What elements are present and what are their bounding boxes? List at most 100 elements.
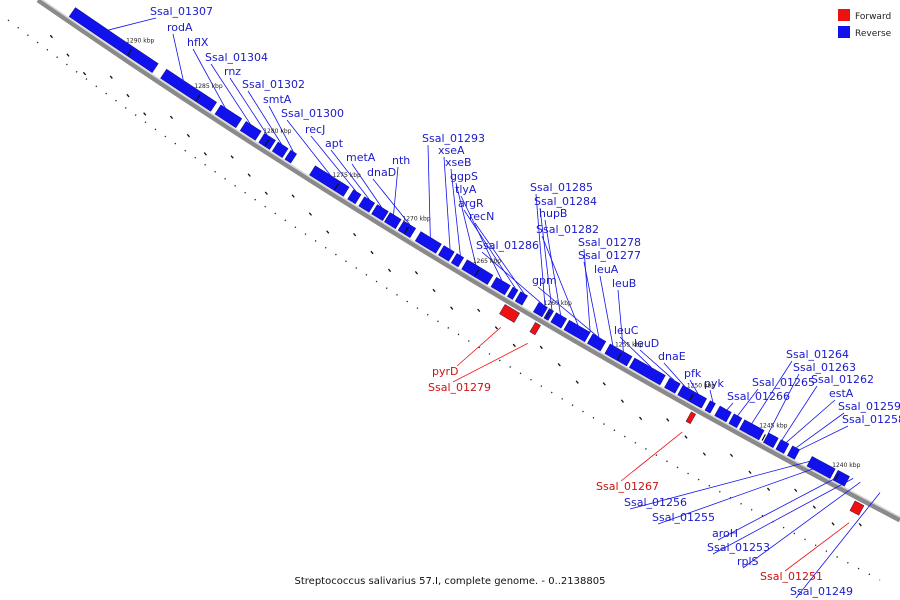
reverse-gene-block <box>160 68 217 112</box>
reverse-gene-block <box>450 253 465 268</box>
gene-label: Ssal_01249 <box>790 585 853 598</box>
gene-label: xseB <box>445 156 472 169</box>
gene-leader-line <box>717 473 845 541</box>
gene-leader-line <box>737 388 759 417</box>
gene-leader-line <box>657 463 827 525</box>
reverse-gene-block <box>438 245 455 262</box>
gene-label: Ssal_01253 <box>707 541 770 554</box>
track-mark <box>230 155 234 159</box>
gene-leader-line <box>268 105 294 152</box>
gene-leader-line <box>712 478 854 555</box>
gene-label: Ssal_01256 <box>624 496 687 509</box>
legend-forward-swatch <box>838 9 850 21</box>
tick-label: 1280 kbp <box>263 128 291 135</box>
gene-leader-line <box>583 248 591 333</box>
genome-backbone <box>36 0 900 523</box>
track-mark <box>308 212 313 216</box>
tick-label: 1255 kbp <box>615 342 643 349</box>
gene-label: Ssal_01267 <box>596 480 659 493</box>
track-mark <box>666 418 670 422</box>
gene-label: aroH <box>712 527 738 540</box>
tick-mark <box>195 94 201 101</box>
gene-leader-line <box>629 458 818 510</box>
gene-label: pyrD <box>432 365 459 378</box>
gene-leader-line <box>108 17 157 31</box>
gene-label: Ssal_01259 <box>838 400 900 413</box>
gene-leader-line <box>619 336 652 368</box>
gene-label: Ssal_01286 <box>476 239 539 252</box>
gene-leader-line <box>229 77 268 136</box>
tick-mark <box>127 49 133 56</box>
gene-leader-line <box>310 135 357 192</box>
reverse-gene-block <box>563 319 591 343</box>
gene-leader-line <box>247 90 282 145</box>
gene-label: ggpS <box>450 170 478 183</box>
gene-leader-line <box>351 163 382 208</box>
gene-label: leuC <box>614 324 639 337</box>
tick-label: 1240 kbp <box>832 462 860 469</box>
gene-label: leuA <box>594 263 619 276</box>
tick-label: 1285 kbp <box>194 83 222 90</box>
track-mark <box>831 522 835 526</box>
reverse-gene-block <box>271 141 289 158</box>
tick-mark <box>545 311 551 319</box>
gene-leader-line <box>620 431 683 482</box>
gene-labels: Ssal_01307rodAhflXSsal_01304rnzSsal_0130… <box>150 5 900 598</box>
reverse-gene-block <box>739 419 765 441</box>
gene-label: recJ <box>305 123 325 136</box>
track-mark <box>432 288 436 293</box>
gene-leader-line <box>172 33 184 81</box>
gene-label: Ssal_01293 <box>422 132 485 145</box>
tick-label: 1265 kbp <box>473 258 501 265</box>
gene-leader-line <box>768 373 800 433</box>
reverse-gene-block <box>384 212 402 230</box>
track-mark <box>264 191 268 195</box>
gene-leader-line <box>799 425 849 451</box>
gene-leader-line <box>192 48 226 108</box>
gene-leader-line <box>786 399 836 443</box>
tick-label: 1260 kbp <box>544 300 572 307</box>
gene-label: hflX <box>187 36 209 49</box>
tick-mark <box>264 139 270 146</box>
tick-mark <box>334 183 339 190</box>
gene-leader-line <box>455 182 477 265</box>
tick-mark <box>834 473 839 481</box>
gene-leader-line <box>427 144 431 238</box>
reverse-gene-block <box>358 196 376 213</box>
reverse-gene-block <box>68 7 159 73</box>
track-mark <box>684 435 688 439</box>
gene-leader-line <box>795 492 881 599</box>
gene-label: dnaD <box>367 166 396 179</box>
gene-leader-line <box>751 360 793 424</box>
outer-marks <box>49 34 862 527</box>
reverse-gene-block <box>763 432 779 449</box>
reverse-gene-block <box>775 439 790 454</box>
gene-leader-line <box>463 209 516 289</box>
gene-label: pyk <box>704 377 724 390</box>
gene-label: apt <box>325 137 344 150</box>
gene-leader-line <box>599 275 614 346</box>
reverse-gene-block <box>371 204 389 222</box>
gene-leader-line <box>541 235 579 326</box>
legend-forward-label: Forward <box>855 12 891 22</box>
track-mark <box>291 194 295 198</box>
tick-mark <box>616 353 622 360</box>
reverse-gene-block <box>604 343 633 367</box>
track-mark <box>702 452 706 456</box>
gene-leader-line <box>452 343 528 383</box>
track-mark <box>169 115 174 120</box>
tick-labels: 1290 kbp 1285 kbp 1280 kbp 1275 kbp 1270 kbp… <box>126 38 861 481</box>
track-mark <box>126 93 130 98</box>
gene-label: Ssal_01307 <box>150 5 213 18</box>
gene-label: Ssal_01302 <box>242 78 305 91</box>
track-mark <box>186 133 190 138</box>
forward-gene-block <box>685 411 696 425</box>
gene-label: Ssal_01279 <box>428 381 491 394</box>
reverse-gene-block <box>309 165 350 197</box>
tick-label: 1245 kbp <box>759 422 787 429</box>
track-mark <box>387 268 392 273</box>
gene-leader-line <box>450 168 461 256</box>
gene-label: tlyA <box>455 183 477 196</box>
reverse-gene-block <box>704 400 716 414</box>
gene-blocks <box>68 7 865 516</box>
